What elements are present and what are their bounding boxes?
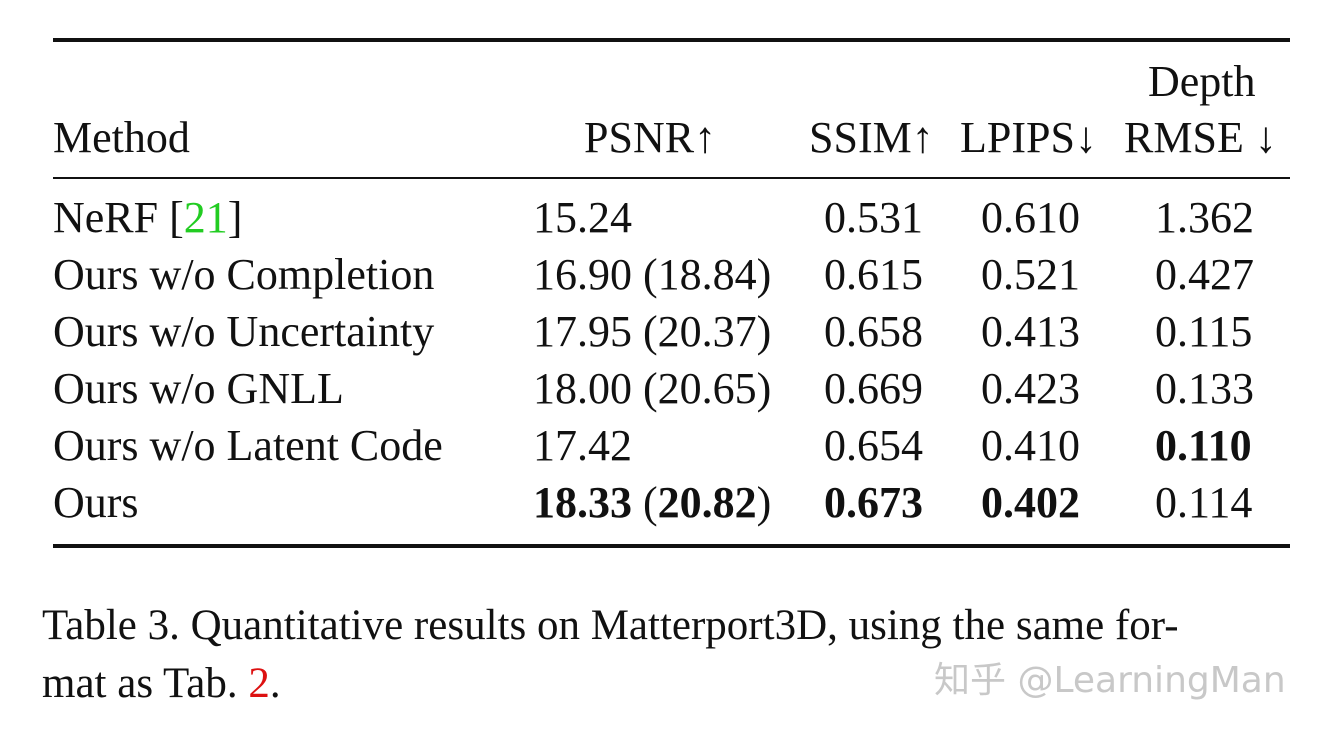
row-ours-rmse: 0.114 [1155,478,1253,527]
row-nerf-rmse: 1.362 [1155,193,1254,242]
citation-link[interactable]: 21 [183,193,228,242]
row-uncertainty-method: Ours w/o Uncertainty [53,307,435,356]
psnr-paren-value: (20.37) [643,307,772,356]
row-uncertainty-lpips: 0.413 [981,307,1080,356]
row-gnll-method: Ours w/o GNLL [53,364,344,413]
row-latent-rmse: 0.110 [1155,421,1252,470]
row-gnll-lpips: 0.423 [981,364,1080,413]
row-nerf-psnr: 15.24 [533,193,632,242]
psnr-paren-value: (20.65) [643,364,772,413]
row-uncertainty-ssim: 0.658 [824,307,923,356]
header-lpips: LPIPS↓ [960,113,1097,162]
row-ours-ssim: 0.673 [824,478,923,527]
header-psnr: PSNR↑ [584,113,717,162]
row-ours-lpips: 0.402 [981,478,1080,527]
psnr-paren-value: 20.82 [657,478,757,527]
header-depth: Depth [1148,57,1256,106]
row-nerf-method: NeRF [21] [53,192,242,244]
row-latent-lpips: 0.410 [981,421,1080,470]
psnr-value: 17.95 [533,307,632,356]
row-gnll-ssim: 0.669 [824,364,923,413]
table-mid-rule [53,177,1290,179]
row-uncertainty-psnr: 17.95 (20.37) [533,306,771,358]
table-top-rule [53,38,1290,42]
row-nerf-lpips: 0.610 [981,193,1080,242]
row-completion-rmse: 0.427 [1155,250,1254,299]
row-completion-psnr: 16.90 (18.84) [533,249,771,301]
row-nerf-ssim: 0.531 [824,193,923,242]
row-latent-psnr: 17.42 [533,421,632,470]
row-gnll-psnr: 18.00 (20.65) [533,363,771,415]
row-ours-method: Ours [53,478,139,527]
method-label: NeRF [ [53,193,184,242]
paren-open: ( [643,478,658,527]
row-latent-ssim: 0.654 [824,421,923,470]
row-uncertainty-rmse: 0.115 [1155,307,1253,356]
row-latent-method: Ours w/o Latent Code [53,421,443,470]
caption-line-2: mat as Tab. 2. [42,656,281,712]
paren-close: ) [756,478,772,527]
row-ours-psnr: 18.33 (20.82) [533,477,771,529]
header-rmse: RMSE ↓ [1124,113,1277,162]
header-method: Method [53,113,190,162]
row-completion-ssim: 0.615 [824,250,923,299]
row-completion-lpips: 0.521 [981,250,1080,299]
row-completion-method: Ours w/o Completion [53,250,435,299]
psnr-value: 18.00 [533,364,632,413]
table-ref-link[interactable]: 2 [248,660,270,707]
bracket: ] [227,193,243,242]
header-ssim: SSIM↑ [809,113,934,162]
caption-text: mat as Tab. [42,660,249,707]
table-bottom-rule [53,544,1290,548]
caption-period: . [269,660,281,707]
psnr-paren-value: (18.84) [643,250,772,299]
watermark: 知乎 @LearningMan [934,660,1286,701]
row-gnll-rmse: 0.133 [1155,364,1254,413]
psnr-value: 18.33 [533,478,632,527]
caption-line-1: Table 3. Quantitative results on Matterp… [42,602,1179,649]
psnr-value: 16.90 [533,250,632,299]
